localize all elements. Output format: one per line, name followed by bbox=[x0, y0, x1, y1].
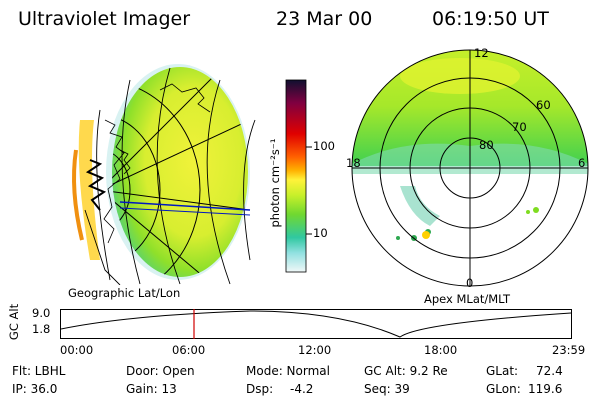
mlt-label-0: 0 bbox=[466, 276, 474, 290]
mlat-label-70: 70 bbox=[512, 120, 527, 134]
alt-xtick-2: 12:00 bbox=[298, 343, 332, 357]
status-glat-value: 72.4 bbox=[536, 364, 563, 378]
time-label: 06:19:50 UT bbox=[432, 8, 549, 30]
mlat-label-80: 80 bbox=[479, 138, 494, 152]
status-door: Door: Open bbox=[126, 364, 195, 378]
polar-image bbox=[351, 49, 589, 287]
alt-plot-ybottom: 1.8 bbox=[32, 322, 51, 336]
status-glat-label: GLat: bbox=[486, 364, 519, 378]
status-dsp-label: Dsp: bbox=[246, 382, 274, 396]
status-gain: Gain: 13 bbox=[126, 382, 177, 396]
geographic-image bbox=[72, 64, 256, 285]
colorbar-tick-100: 100 bbox=[313, 139, 335, 153]
colorbar-unit-label: photon cm⁻²s⁻¹ bbox=[268, 138, 282, 228]
alt-xtick-0: 00:00 bbox=[60, 343, 94, 357]
apex-caption: Apex MLat/MLT bbox=[424, 292, 511, 306]
colorbar-tick-10: 10 bbox=[313, 226, 328, 240]
app-title: Ultraviolet Imager bbox=[18, 8, 191, 30]
altitude-plot bbox=[60, 309, 572, 339]
mlt-label-6: 6 bbox=[578, 156, 586, 170]
alt-xtick-1: 06:00 bbox=[172, 343, 206, 357]
mlt-label-18: 18 bbox=[346, 156, 361, 170]
status-glon-value: 119.6 bbox=[528, 382, 563, 396]
status-filter: Flt: LBHL bbox=[12, 364, 66, 378]
alt-plot-ytop: 9.0 bbox=[32, 306, 51, 320]
status-ip: IP: 36.0 bbox=[12, 382, 58, 396]
date-label: 23 Mar 00 bbox=[276, 8, 373, 30]
alt-plot-ylabel: GC Alt bbox=[7, 303, 21, 341]
status-mode: Mode: Normal bbox=[246, 364, 330, 378]
alt-xtick-3: 18:00 bbox=[424, 343, 458, 357]
colorbar bbox=[285, 79, 312, 273]
geographic-caption: Geographic Lat/Lon bbox=[68, 286, 181, 300]
status-dsp-value: -4.2 bbox=[290, 382, 314, 396]
status-glon-label: GLon: bbox=[486, 382, 521, 396]
alt-xtick-4: 23:59 bbox=[552, 343, 586, 357]
status-seq: Seq: 39 bbox=[364, 382, 410, 396]
status-gc-alt: GC Alt: 9.2 Re bbox=[364, 364, 448, 378]
mlt-label-12: 12 bbox=[474, 46, 489, 60]
mlat-label-60: 60 bbox=[536, 98, 551, 112]
